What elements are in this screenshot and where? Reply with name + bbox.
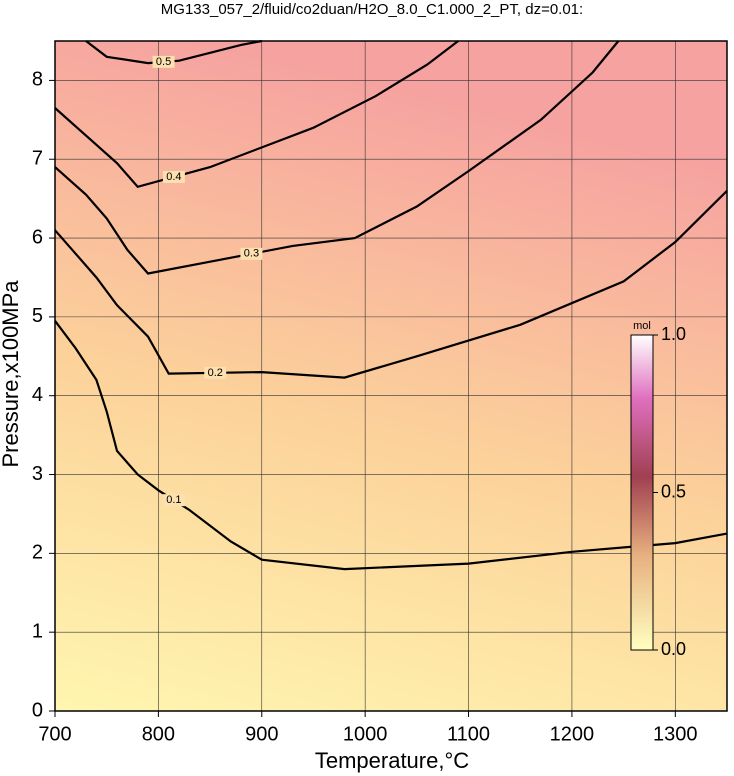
y-tick-label: 0 (32, 699, 43, 721)
plot-background (55, 41, 727, 711)
y-axis-label: Pressure,x100MPa (0, 280, 23, 468)
y-tick-label: 7 (32, 148, 43, 170)
colorbar-label: mol (633, 320, 651, 332)
x-tick-label: 1000 (343, 723, 388, 745)
contour-line (54, 190, 728, 379)
x-tick-label: 700 (38, 723, 71, 745)
x-tick-label: 1300 (653, 723, 698, 745)
y-tick-label: 3 (32, 463, 43, 485)
colorbar-tick-label: 1.0 (661, 324, 686, 344)
contour-label: 0.3 (244, 248, 259, 260)
plot-frame (54, 40, 728, 712)
y-tick-label: 4 (32, 384, 43, 406)
x-tick-label: 1100 (447, 723, 490, 745)
colorbar-tick-label: 0.0 (661, 639, 686, 659)
y-tick-label: 2 (32, 542, 43, 564)
colorbar (630, 334, 654, 651)
y-tick-label: 6 (32, 226, 43, 248)
contour-label-bg (162, 494, 185, 507)
x-tick-label: 1200 (550, 723, 595, 745)
x-tick-label: 800 (142, 723, 175, 745)
contour-label: 0.5 (156, 56, 171, 68)
y-tick-label: 8 (32, 69, 43, 91)
contour-line (54, 320, 728, 571)
colorbar-tick-label: 0.5 (661, 481, 686, 501)
contour-label: 0.2 (208, 367, 223, 379)
contour-label: 0.1 (166, 494, 181, 506)
contour-label: 0.4 (166, 171, 181, 183)
contour-line (54, 40, 459, 189)
chart-title: MG133_057_2/fluid/co2duan/H2O_8.0_C1.000… (161, 1, 583, 18)
x-axis-label: Temperature,°C (315, 748, 469, 773)
y-tick-label: 1 (32, 620, 43, 642)
contour-line (54, 40, 620, 275)
y-tick-label: 5 (32, 305, 43, 327)
contour-label-bg (204, 366, 227, 379)
x-tick-label: 900 (245, 723, 278, 745)
contour-label-bg (152, 55, 175, 68)
contour-label-bg (240, 247, 263, 260)
contour-label-bg (162, 170, 185, 183)
